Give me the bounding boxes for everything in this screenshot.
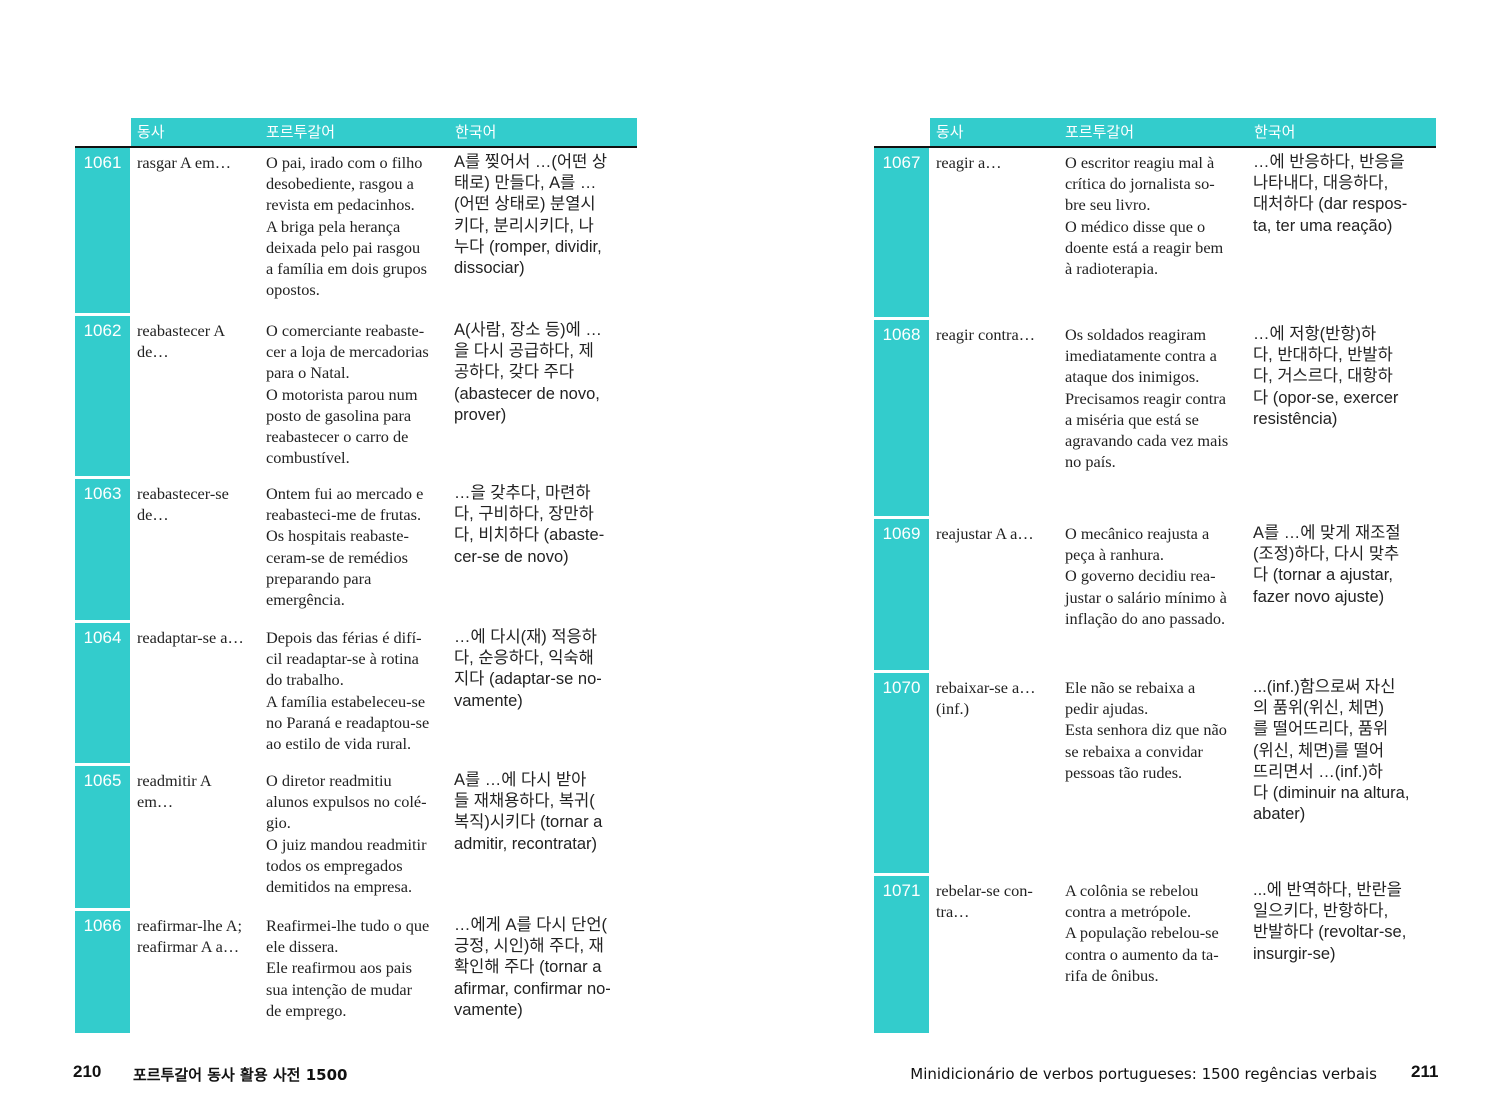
entry-row: 1071 rebelar-se con- tra… A colônia se reb… [874,876,1436,1033]
entry-korean-meaning: A(사람, 장소 등)에 … 을 다시 공급하다, 제 공하다, 갖다 주다 (… [454,321,602,424]
entry-portuguese-example: Ontem fui ao mercado e reabasteci-me de … [266,484,424,610]
right-running-title: Minidicionário de verbos portugueses: 15… [910,1065,1377,1083]
left-page: 동사 포르투갈어 한국어 1061 rasgar A em… O pai, irad… [75,118,637,1036]
entry-row: 1062 reabastecer A de… O comerciante reaba… [75,316,637,476]
entry-row: 1066 reafirmar-lhe A; reafirmar A a… Reafi… [75,911,637,1033]
right-page-number: 211 [1411,1062,1439,1081]
entry-verb: readaptar-se a… [137,628,244,647]
header-korean: 한국어 [455,123,497,141]
entry-number: 1070 [874,673,929,873]
entry-verb: readmitir A em… [137,771,212,812]
entry-number: 1063 [75,479,130,620]
left-running-title: 포르투갈어 동사 활용 사전 1500 [133,1066,348,1084]
entry-row: 1067 reagir a… O escritor reagiu mal à crí… [874,148,1436,317]
entry-row: 1068 reagir contra… Os soldados reagiram i… [874,320,1436,516]
entry-row: 1069 reajustar A a… O mecânico reajusta a … [874,519,1436,670]
header-portuguese: 포르투갈어 [266,123,336,141]
entry-verb: reagir a… [936,153,1002,172]
header-korean: 한국어 [1254,123,1296,141]
entry-row: 1064 readaptar-se a… Depois das férias é d… [75,623,637,763]
entry-verb: rasgar A em… [137,153,232,172]
header-portuguese: 포르투갈어 [1065,123,1135,141]
entry-portuguese-example: Ele não se rebaixa a pedir ajudas. Esta … [1065,678,1227,782]
entry-number: 1065 [75,766,130,908]
left-page-number: 210 [73,1062,102,1081]
entry-list: 1067 reagir a… O escritor reagiu mal à crí… [874,148,1436,1033]
entry-verb: rebaixar-se a… (inf.) [936,678,1036,719]
header-rule [874,146,1436,148]
entry-row: 1070 rebaixar-se a… (inf.) Ele não se reba… [874,673,1436,873]
entry-korean-meaning: …에게 A를 다시 단언( 긍정, 시인)해 주다, 재 확인해 주다 (tor… [454,916,611,1019]
table-header: 동사 포르투갈어 한국어 [930,118,1436,146]
entry-korean-meaning: A를 …에 다시 받아 들 재채용하다, 복귀( 복직)시키다 (tornar … [454,771,603,853]
entry-number: 1066 [75,911,130,1033]
table-header: 동사 포르투갈어 한국어 [131,118,637,146]
entry-row: 1061 rasgar A em… O pai, irado com o filho… [75,148,637,313]
entry-korean-meaning: A를 찢어서 …(어떤 상 태로) 만들다, A를 … (어떤 상태로) 분열시… [454,153,608,278]
entry-number: 1062 [75,316,130,476]
entry-portuguese-example: O diretor readmitiu alunos expulsos no c… [266,771,427,897]
entry-number: 1064 [75,623,130,763]
entry-row: 1063 reabastecer-se de… Ontem fui ao merca… [75,479,637,620]
entry-list: 1061 rasgar A em… O pai, irado com o filho… [75,148,637,1033]
entry-korean-meaning: …에 다시(재) 적응하 다, 순응하다, 익숙해 지다 (adaptar-se… [454,628,602,710]
entry-verb: reajustar A a… [936,524,1034,543]
entry-number: 1061 [75,148,130,313]
entry-verb: reabastecer A de… [137,321,226,362]
entry-portuguese-example: O comerciante reabaste- cer a loja de me… [266,321,429,468]
entry-portuguese-example: Depois das férias é difí- cil readaptar-… [266,628,430,754]
entry-verb: reafirmar-lhe A; reafirmar A a… [137,916,242,957]
entry-verb: reabastecer-se de… [137,484,229,525]
entry-portuguese-example: A colônia se rebelou contra a metrópole.… [1065,881,1219,985]
entry-korean-meaning: ...에 반역하다, 반란을 일으키다, 반항하다, 반발하다 (revolta… [1253,881,1407,963]
entry-row: 1065 readmitir A em… O diretor readmitiu a… [75,766,637,908]
header-verb: 동사 [936,123,964,141]
entry-number: 1069 [874,519,929,670]
entry-portuguese-example: Reafirmei-lhe tudo o que ele dissera. El… [266,916,430,1020]
entry-korean-meaning: …에 반응하다, 반응을 나타내다, 대응하다, 대처하다 (dar respo… [1253,153,1408,235]
entry-portuguese-example: O mecânico reajusta a peça à ranhura. O … [1065,524,1227,628]
entry-number: 1071 [874,876,929,1033]
header-verb: 동사 [137,123,165,141]
entry-portuguese-example: O pai, irado com o filho desobediente, r… [266,153,427,300]
entry-verb: rebelar-se con- tra… [936,881,1033,922]
entry-korean-meaning: …에 저항(반항)하 다, 반대하다, 반발하 다, 거스르다, 대항하 다 (… [1253,325,1399,428]
entry-korean-meaning: ...(inf.)함으로써 자신 의 품위(위신, 체면) 를 떨어뜨리다, 품… [1253,678,1410,824]
entry-korean-meaning: …을 갖추다, 마련하 다, 구비하다, 장만하 다, 비치하다 (abaste… [454,484,605,566]
right-page: 동사 포르투갈어 한국어 1067 reagir a… O escritor rea… [874,118,1436,1036]
entry-number: 1067 [874,148,929,317]
entry-portuguese-example: Os soldados reagiram imediatamente contr… [1065,325,1229,472]
entry-korean-meaning: A를 …에 맞게 재조절 (조정)하다, 다시 맞추 다 (tornar a a… [1253,524,1401,606]
entry-verb: reagir contra… [936,325,1035,344]
entry-number: 1068 [874,320,929,516]
header-rule [75,146,637,148]
entry-portuguese-example: O escritor reagiu mal à crítica do jorna… [1065,153,1224,279]
